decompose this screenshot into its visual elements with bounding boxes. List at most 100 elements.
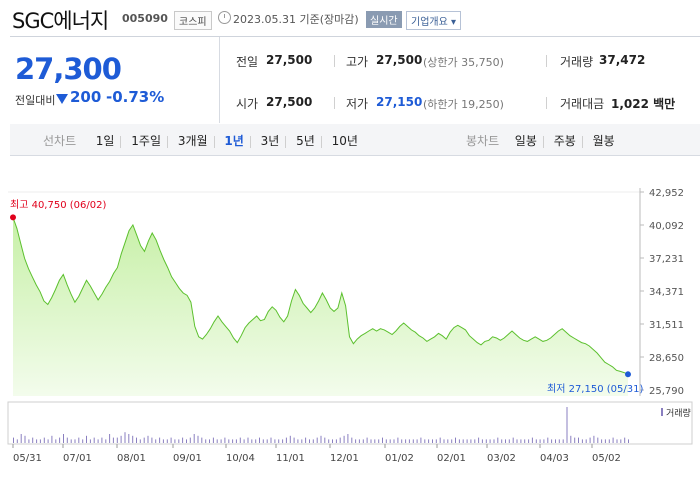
volume-bar <box>443 439 445 443</box>
volume-bar <box>297 439 299 443</box>
tab-3m[interactable]: 3개월 <box>177 134 208 148</box>
volume-bar <box>13 437 14 443</box>
volume-bar <box>120 435 122 443</box>
volume-bar <box>301 439 303 443</box>
volume-bar <box>266 439 268 443</box>
volume-bar <box>101 437 103 443</box>
volume-bar <box>32 437 34 443</box>
stat-divider <box>546 55 547 67</box>
tab-monthly[interactable]: 월봉 <box>592 134 615 148</box>
volume-bar <box>36 439 38 443</box>
volume-bar <box>82 439 84 443</box>
volume-bar <box>178 439 180 443</box>
volume-bar <box>259 437 260 443</box>
volume-bar <box>531 437 533 443</box>
stat-divider <box>334 55 335 67</box>
x-axis: 05/31 07/01 08/01 09/01 10/04 11/01 12/01 01/02… <box>12 444 621 464</box>
volume-bar <box>401 439 403 443</box>
volume-bar <box>182 437 184 443</box>
volume-bar <box>489 439 491 443</box>
volume-bar <box>539 439 541 443</box>
volume-bar <box>166 439 168 443</box>
volume-bar <box>116 437 118 443</box>
volume-bar <box>320 435 322 443</box>
x-tick-label: 01/02 <box>385 453 414 464</box>
volume-bar <box>24 435 26 443</box>
volume-bar <box>447 439 449 443</box>
volume-bar <box>289 435 291 443</box>
volume-bar <box>20 434 22 443</box>
volume-bar <box>139 439 141 443</box>
volume-bar <box>397 437 399 443</box>
price-area <box>13 217 628 396</box>
stat-open-value: 27,500 <box>266 95 313 109</box>
tab-1w[interactable]: 1주일 <box>131 134 162 148</box>
volume-bar <box>393 439 395 443</box>
volume-bar <box>209 439 210 443</box>
volume-bar <box>255 439 257 443</box>
volume-bar <box>274 439 276 443</box>
stat-amount-value: 1,022 백만 <box>611 97 676 111</box>
volume-bar <box>136 437 137 443</box>
stat-divider <box>334 97 335 109</box>
volume-bar <box>197 435 199 443</box>
realtime-button[interactable]: 실시간 <box>366 11 402 28</box>
stat-prev-value: 27,500 <box>266 53 313 67</box>
volume-bar <box>16 439 18 443</box>
volume-bar <box>278 439 280 443</box>
volume-bar <box>124 432 126 443</box>
market-badge: 코스피 <box>174 11 212 30</box>
volume-bar <box>309 439 310 443</box>
tab-10y[interactable]: 10년 <box>331 134 358 148</box>
price-chart[interactable]: 42,952 40,092 37,231 34,371 31,511 28,650 25,7… <box>0 180 700 479</box>
volume-bar <box>162 439 164 443</box>
volume-bar <box>520 439 522 443</box>
stat-upper-limit: (상한가 35,750) <box>423 56 504 69</box>
price-line <box>12 217 629 375</box>
volume-bar <box>547 437 549 443</box>
volume-bar <box>574 437 576 443</box>
volume-bar <box>497 437 499 443</box>
x-tick-label: 10/04 <box>226 453 255 464</box>
volume-bar <box>374 439 376 443</box>
volume-bar <box>474 439 476 443</box>
volume-bar <box>558 439 560 443</box>
corp-info-dropdown[interactable]: 기업개요 ▾ <box>406 11 461 30</box>
volume-bar <box>174 439 176 443</box>
volume-bar <box>235 439 237 443</box>
volume-bar <box>224 437 226 443</box>
tab-1y[interactable]: 1년 <box>224 134 244 148</box>
tab-1d[interactable]: 1일 <box>95 134 115 148</box>
volume-bar <box>601 439 603 443</box>
volume-bar <box>282 439 284 443</box>
volume-bar <box>435 439 437 443</box>
tab-5y[interactable]: 5년 <box>296 134 315 148</box>
volume-bar <box>285 437 287 443</box>
volume-bar <box>501 439 503 443</box>
volume-bar <box>228 439 230 443</box>
volume-bar <box>78 437 80 443</box>
panel-divider <box>219 37 220 123</box>
y-tick-label: 37,231 <box>649 254 684 265</box>
x-tick-label: 11/01 <box>276 453 305 464</box>
volume-bar <box>28 439 30 443</box>
volume-bar <box>512 437 514 443</box>
tab-3y[interactable]: 3년 <box>260 134 280 148</box>
tab-daily[interactable]: 일봉 <box>514 134 537 148</box>
volume-bar <box>39 439 41 443</box>
x-tick-label: 09/01 <box>173 453 202 464</box>
volume-bar <box>347 434 349 443</box>
volume-bar <box>593 435 595 443</box>
stat-divider <box>546 97 547 109</box>
volume-bar <box>608 439 610 443</box>
tab-weekly[interactable]: 주봉 <box>553 134 576 148</box>
volume-bar <box>220 439 222 443</box>
volume-bar <box>186 439 187 443</box>
stock-code: 005090 <box>122 12 168 25</box>
volume-bar <box>151 437 153 443</box>
volume-bar <box>216 439 218 443</box>
x-tick-label: 12/01 <box>330 453 359 464</box>
volume-bar <box>362 439 364 443</box>
volume-bar <box>555 439 556 443</box>
stat-high-value: 27,500 <box>376 53 423 67</box>
